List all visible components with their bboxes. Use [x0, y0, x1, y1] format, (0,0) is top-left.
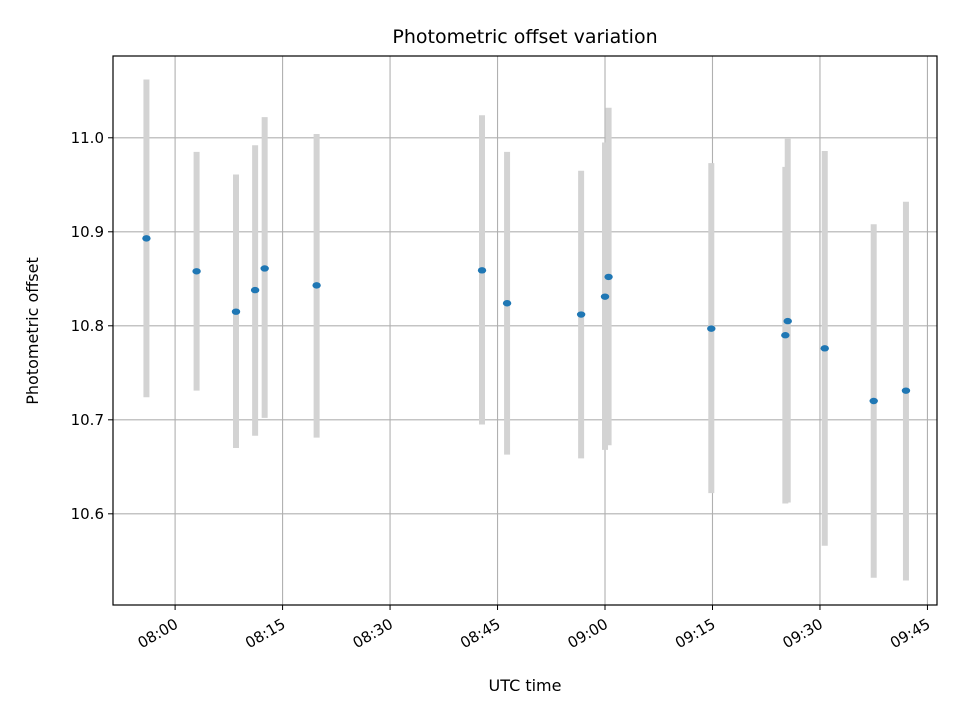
data-point	[820, 345, 829, 352]
data-point	[502, 300, 512, 307]
y-tick-label: 10.7	[71, 411, 104, 429]
data-points	[142, 235, 911, 405]
data-point	[231, 308, 241, 315]
y-tick-label: 10.6	[71, 505, 104, 523]
data-point	[576, 311, 586, 318]
data-point	[477, 267, 487, 274]
plot-frame	[112, 55, 938, 606]
data-point	[260, 265, 269, 272]
data-point	[901, 387, 911, 394]
data-point	[781, 332, 790, 339]
grid	[113, 56, 937, 605]
x-axis-label: UTC time	[489, 676, 562, 695]
data-point	[869, 397, 878, 405]
data-point	[250, 286, 260, 294]
y-axis-label: Photometric offset	[23, 257, 42, 405]
y-tick-label: 10.9	[71, 223, 104, 241]
data-point	[783, 317, 792, 325]
data-point	[707, 325, 716, 332]
data-point	[142, 235, 151, 242]
data-point	[192, 268, 201, 275]
y-tick-label: 11.0	[71, 129, 104, 147]
y-axis-ticks: 10.6 10.7 10.8 10.9 11.0	[71, 129, 113, 523]
data-point	[600, 293, 610, 300]
y-tick-label: 10.8	[71, 317, 104, 335]
data-point	[604, 273, 613, 281]
chart-title: Photometric offset variation	[392, 26, 657, 48]
data-point	[312, 282, 321, 289]
